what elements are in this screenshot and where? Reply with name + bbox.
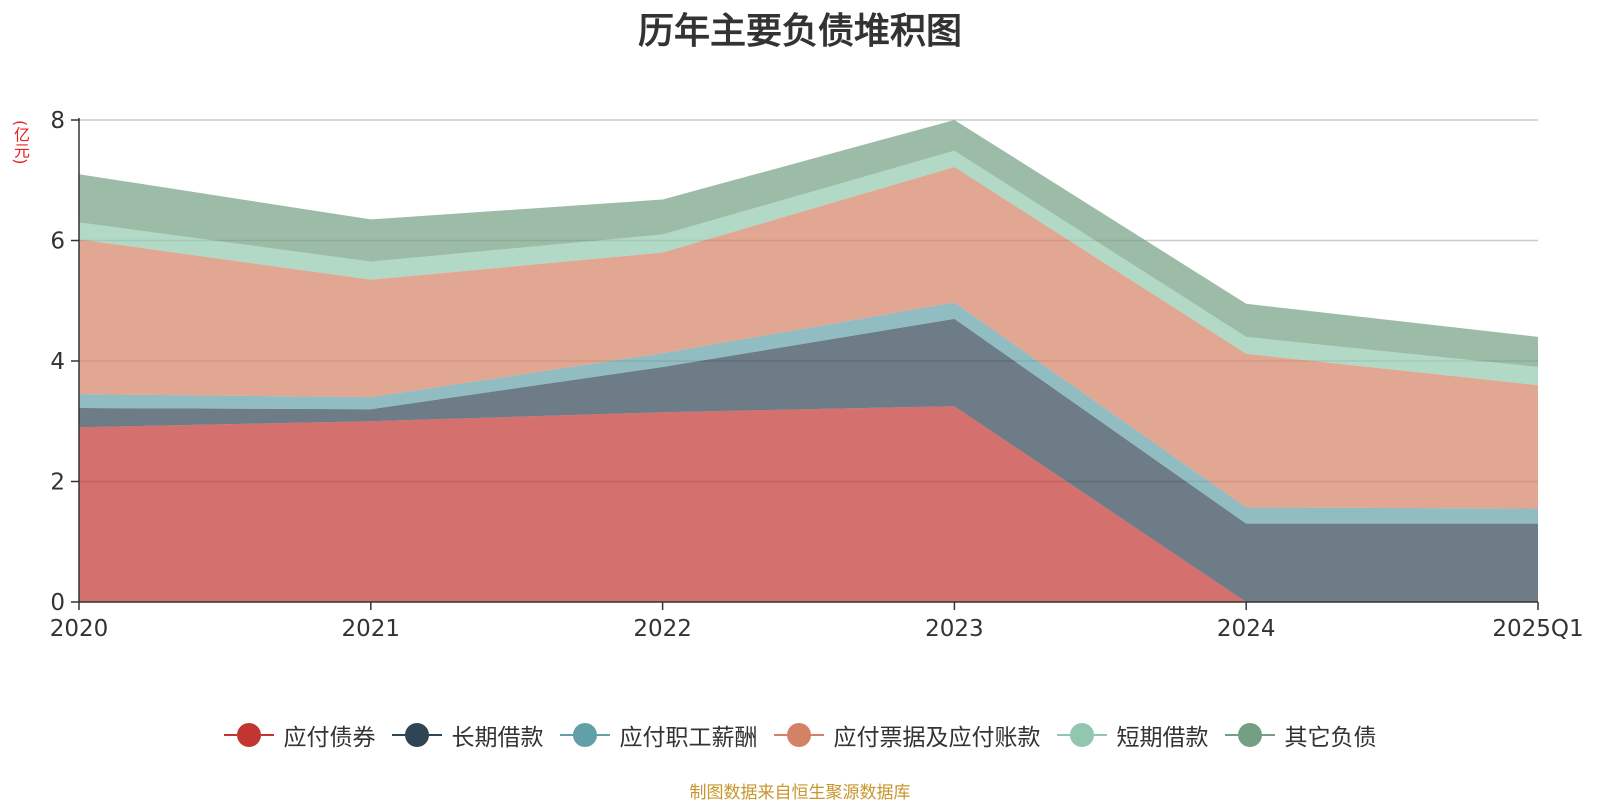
area-series-3 — [79, 166, 1538, 509]
legend-dot — [236, 723, 261, 747]
legend-dot — [786, 723, 811, 747]
area-series-0 — [79, 406, 1538, 602]
x-tick-label-4: 2024 — [1217, 616, 1276, 642]
area-series-5 — [79, 120, 1538, 368]
x-tick-label-2: 2022 — [633, 616, 692, 642]
legend-label: 应付票据及应付账款 — [833, 725, 1041, 751]
y-tick-label-8: 8 — [50, 108, 65, 134]
axes: 0 2 4 6 8 2020 2021 2022 2023 2024 2025Q1 — [50, 108, 1584, 642]
y-tick-label-0: 0 — [50, 590, 65, 616]
legend-swatch-icon — [1056, 722, 1107, 748]
legend-swatch-icon — [1224, 722, 1275, 748]
legend-dot — [1069, 723, 1094, 747]
legend-item-3[interactable]: 应付票据及应付账款 — [773, 718, 1041, 752]
legend-item-4[interactable]: 短期借款 — [1056, 718, 1209, 752]
area-series-4 — [79, 150, 1538, 386]
legend-label: 应付职工薪酬 — [619, 725, 758, 751]
data-source-note: 制图数据来自恒生聚源数据库 — [689, 783, 911, 803]
legend-swatch-icon — [223, 722, 274, 748]
x-tick-label-5: 2025Q1 — [1492, 616, 1583, 642]
legend-item-0[interactable]: 应付债券 — [223, 718, 376, 752]
x-tick-label-0: 2020 — [50, 616, 109, 642]
legend-swatch-icon — [391, 722, 442, 748]
legend-label: 其它负债 — [1284, 725, 1377, 751]
legend-item-1[interactable]: 长期借款 — [391, 718, 544, 752]
legend-dot — [572, 723, 597, 747]
x-tick-label-3: 2023 — [925, 616, 984, 642]
legend-swatch-icon — [773, 722, 824, 748]
legend-dot — [404, 723, 429, 747]
legend-item-2[interactable]: 应付职工薪酬 — [559, 718, 758, 752]
area-series-group — [79, 120, 1538, 602]
legend-dot — [1237, 723, 1262, 747]
legend-label: 长期借款 — [451, 725, 544, 751]
legend-item-5[interactable]: 其它负债 — [1224, 718, 1377, 752]
area-series-2 — [79, 302, 1538, 524]
chart-title: 历年主要负债堆积图 — [637, 11, 962, 52]
legend-label: 短期借款 — [1116, 725, 1209, 751]
area-series-1 — [79, 318, 1538, 602]
legend-label: 应付债券 — [283, 725, 376, 751]
chart-legend: 应付债券 长期借款 应付职工薪酬 应付票据及应付账款 短期借款 其它负债 — [0, 718, 1600, 752]
y-axis-unit-label: (亿元) — [11, 120, 30, 165]
legend-swatch-icon — [559, 722, 610, 748]
y-tick-label-4: 4 — [50, 349, 65, 375]
x-tick-label-1: 2021 — [342, 616, 401, 642]
y-tick-label-2: 2 — [50, 470, 65, 496]
y-tick-label-6: 6 — [50, 229, 65, 255]
